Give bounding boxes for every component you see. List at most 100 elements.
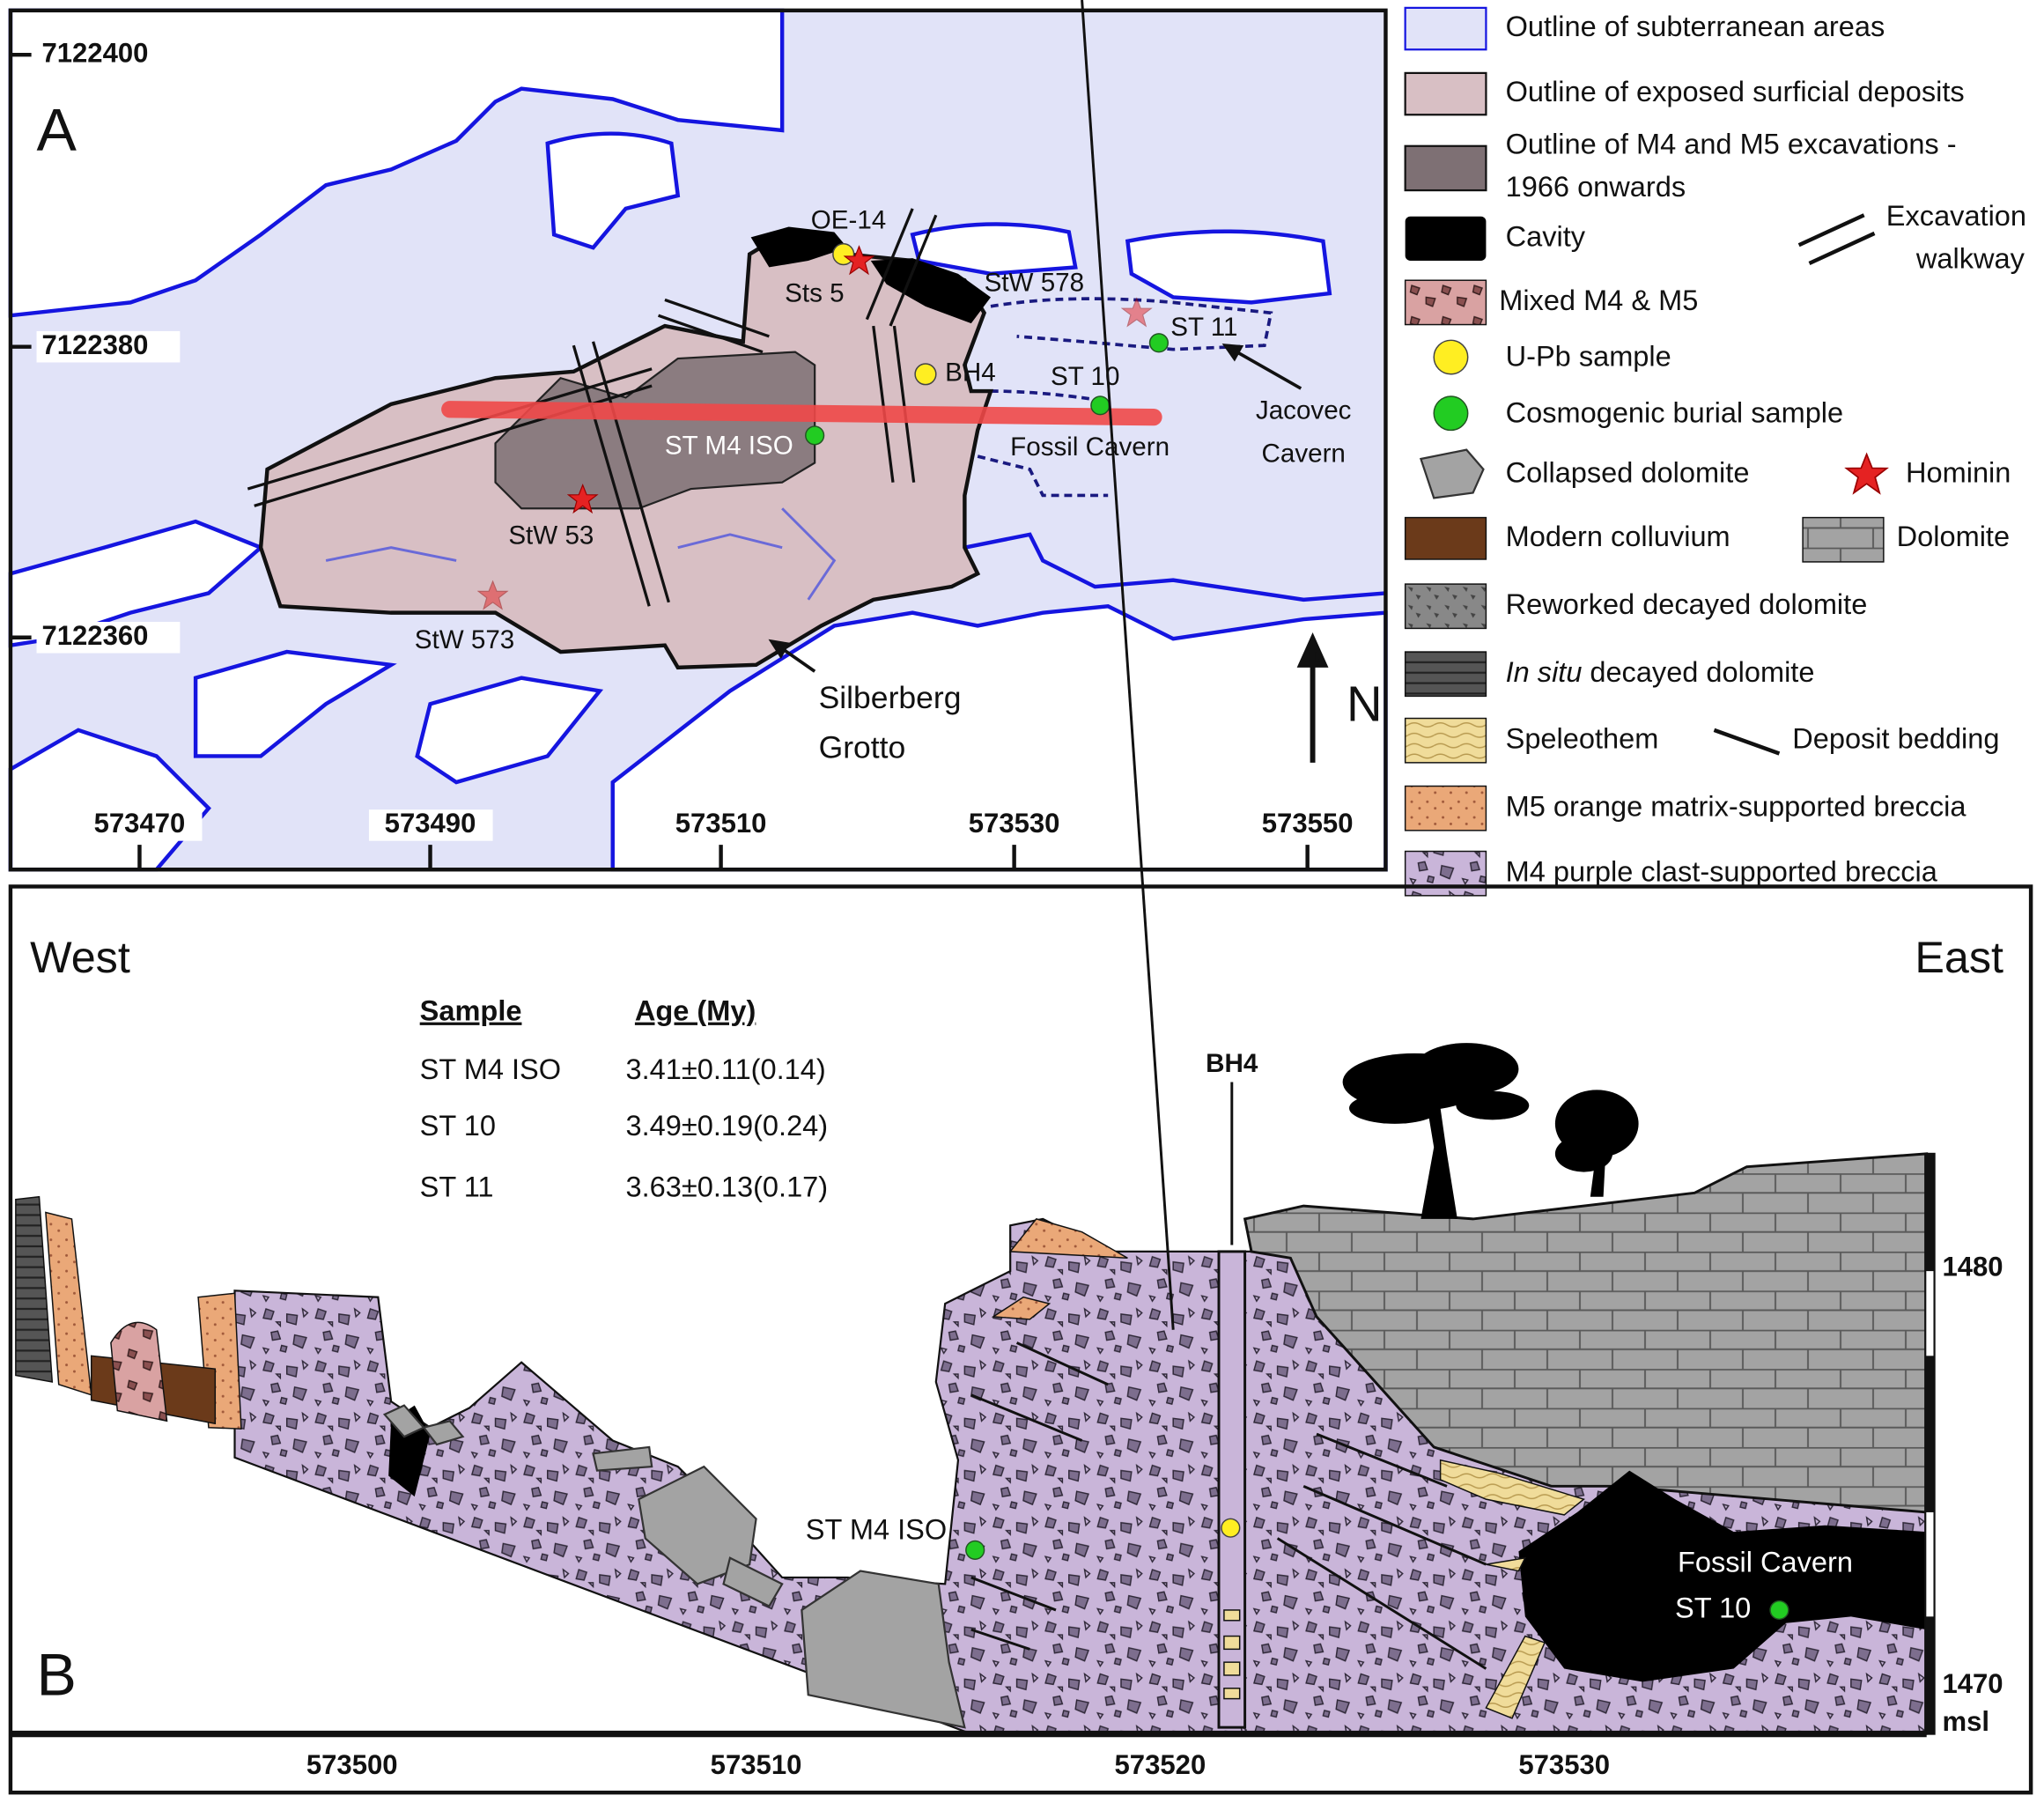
label: ST M4 ISO: [806, 1514, 947, 1546]
rect: [1246, 809, 1370, 841]
legend-label: Mixed M4 & M5: [1499, 284, 1698, 316]
label: StW 578: [985, 268, 1085, 297]
legend-label: Outline of subterranean areas: [1506, 11, 1885, 42]
label: Fossil Cavern: [1678, 1547, 1853, 1578]
table-header: Sample: [420, 995, 522, 1027]
direction-label: West: [30, 932, 130, 982]
x-tick-label: 573470: [94, 808, 186, 839]
rect: [1802, 516, 1885, 563]
path: [1420, 1108, 1457, 1219]
g: [137, 845, 1310, 870]
legend-label: U-Pb sample: [1506, 341, 1671, 373]
map-labels: OE-14 Sts 5 StW 578 ST 11 BH4 ST 10 ST M…: [415, 205, 1352, 765]
table-cell: 3.63±0.13(0.17): [626, 1171, 829, 1202]
line: [892, 325, 916, 483]
borehole-speleothem: [1223, 1609, 1241, 1700]
legend-label: In situ decayed dolomite: [1506, 656, 1815, 688]
path: [1419, 448, 1485, 499]
panel-frame: [8, 884, 2033, 1795]
path: [592, 1445, 653, 1472]
circle: [1433, 339, 1469, 375]
north-arrow: [1296, 632, 1329, 763]
ellipse: [1349, 1092, 1441, 1124]
rect: [1223, 1609, 1241, 1622]
label: StW 573: [415, 625, 514, 654]
legend-label: Hominin: [1906, 456, 2011, 488]
cosmogenic-sample: [1148, 333, 1170, 353]
section-line: [441, 401, 1162, 426]
table-cell: ST 10: [420, 1110, 496, 1142]
rect: [1223, 1661, 1241, 1676]
label: Silberberg: [819, 680, 962, 715]
y-tick-label: 7122360: [41, 620, 148, 651]
cosmogenic-sample: [1090, 395, 1111, 416]
rect: [1404, 785, 1487, 831]
line: [872, 325, 895, 483]
x-tick-label: 573510: [711, 1749, 802, 1780]
legend-label: Dolomite: [1897, 521, 2010, 552]
legend-label: M5 orange matrix-supported breccia: [1506, 790, 1967, 822]
line: [658, 314, 764, 354]
panel-label: A: [37, 96, 77, 163]
path: [1797, 213, 1876, 266]
legend-label: 1966 onwards: [1506, 171, 1686, 203]
label: BH4: [1206, 1049, 1258, 1078]
ellipse: [1414, 1043, 1519, 1096]
arrow: [1221, 344, 1302, 390]
rect: [1404, 71, 1487, 116]
circle: [1433, 395, 1469, 432]
y-tick-label: 7122380: [41, 329, 148, 360]
x-tick-label: 573510: [675, 808, 767, 839]
label: ST M4 ISO: [665, 431, 793, 460]
legend-label: Cosmogenic burial sample: [1506, 396, 1844, 428]
path: [638, 1465, 757, 1585]
rect: [1925, 1356, 1935, 1512]
age-table: Sample Age (My) ST M4 ISO 3.41±0.11(0.14…: [420, 995, 828, 1203]
x-tick-label: 573520: [1115, 1749, 1206, 1780]
panel-frame: [8, 8, 1388, 872]
borehole: [1217, 1250, 1247, 1729]
rect: [1404, 583, 1487, 630]
line: [970, 1393, 1083, 1442]
line: [970, 1628, 1030, 1651]
rect: [1223, 1635, 1241, 1651]
rect: [1404, 850, 1487, 897]
ellipse: [1554, 1135, 1612, 1172]
section-x-ticks: 573500 573510 573520 573530: [306, 1749, 1610, 1780]
line: [247, 367, 653, 491]
panel-b: Fossil Cavern ST 10 ST M4 ISO BH4 B West…: [8, 0, 2033, 1795]
insitu-dolomite: [15, 1195, 54, 1383]
white-area: [8, 8, 785, 318]
legend-label: Speleothem: [1506, 722, 1659, 754]
x-tick-label: 573530: [969, 808, 1060, 839]
legend-label: Outline of M4 and M5 excavations -: [1506, 128, 1957, 159]
elevation-unit: msl: [1942, 1706, 1989, 1737]
line: [1081, 0, 1175, 1330]
label: Jacovec: [1256, 396, 1352, 425]
white-area: [8, 519, 265, 648]
legend-label: M4 purple clast-supported breccia: [1506, 855, 1938, 887]
cavity: [750, 226, 991, 324]
legend-label: Reworked decayed dolomite: [1506, 588, 1868, 620]
collapsed-dolomite: [382, 1404, 966, 1729]
arrow: [768, 639, 816, 673]
elevation-tick-label: 1470: [1942, 1668, 2003, 1699]
rect: [36, 622, 181, 654]
table-cell: ST M4 ISO: [420, 1053, 561, 1085]
x-tick-label: 573490: [385, 808, 476, 839]
rect: [953, 809, 1077, 841]
label: Grotto: [819, 729, 906, 765]
path: [422, 1420, 465, 1446]
m5-breccia: [991, 1218, 1128, 1320]
rect: [1404, 516, 1487, 560]
rect: [1223, 1688, 1241, 1700]
bedding: [970, 0, 1487, 1670]
legend-label: Collapsed dolomite: [1506, 456, 1750, 488]
upb-sample: [1221, 1518, 1241, 1538]
line: [1302, 1484, 1487, 1566]
rect: [1404, 717, 1487, 764]
subsurface-outline: [325, 507, 837, 601]
table-cell: 3.41±0.11(0.14): [626, 1053, 826, 1085]
line: [1276, 1537, 1487, 1670]
walkway: [247, 208, 938, 607]
